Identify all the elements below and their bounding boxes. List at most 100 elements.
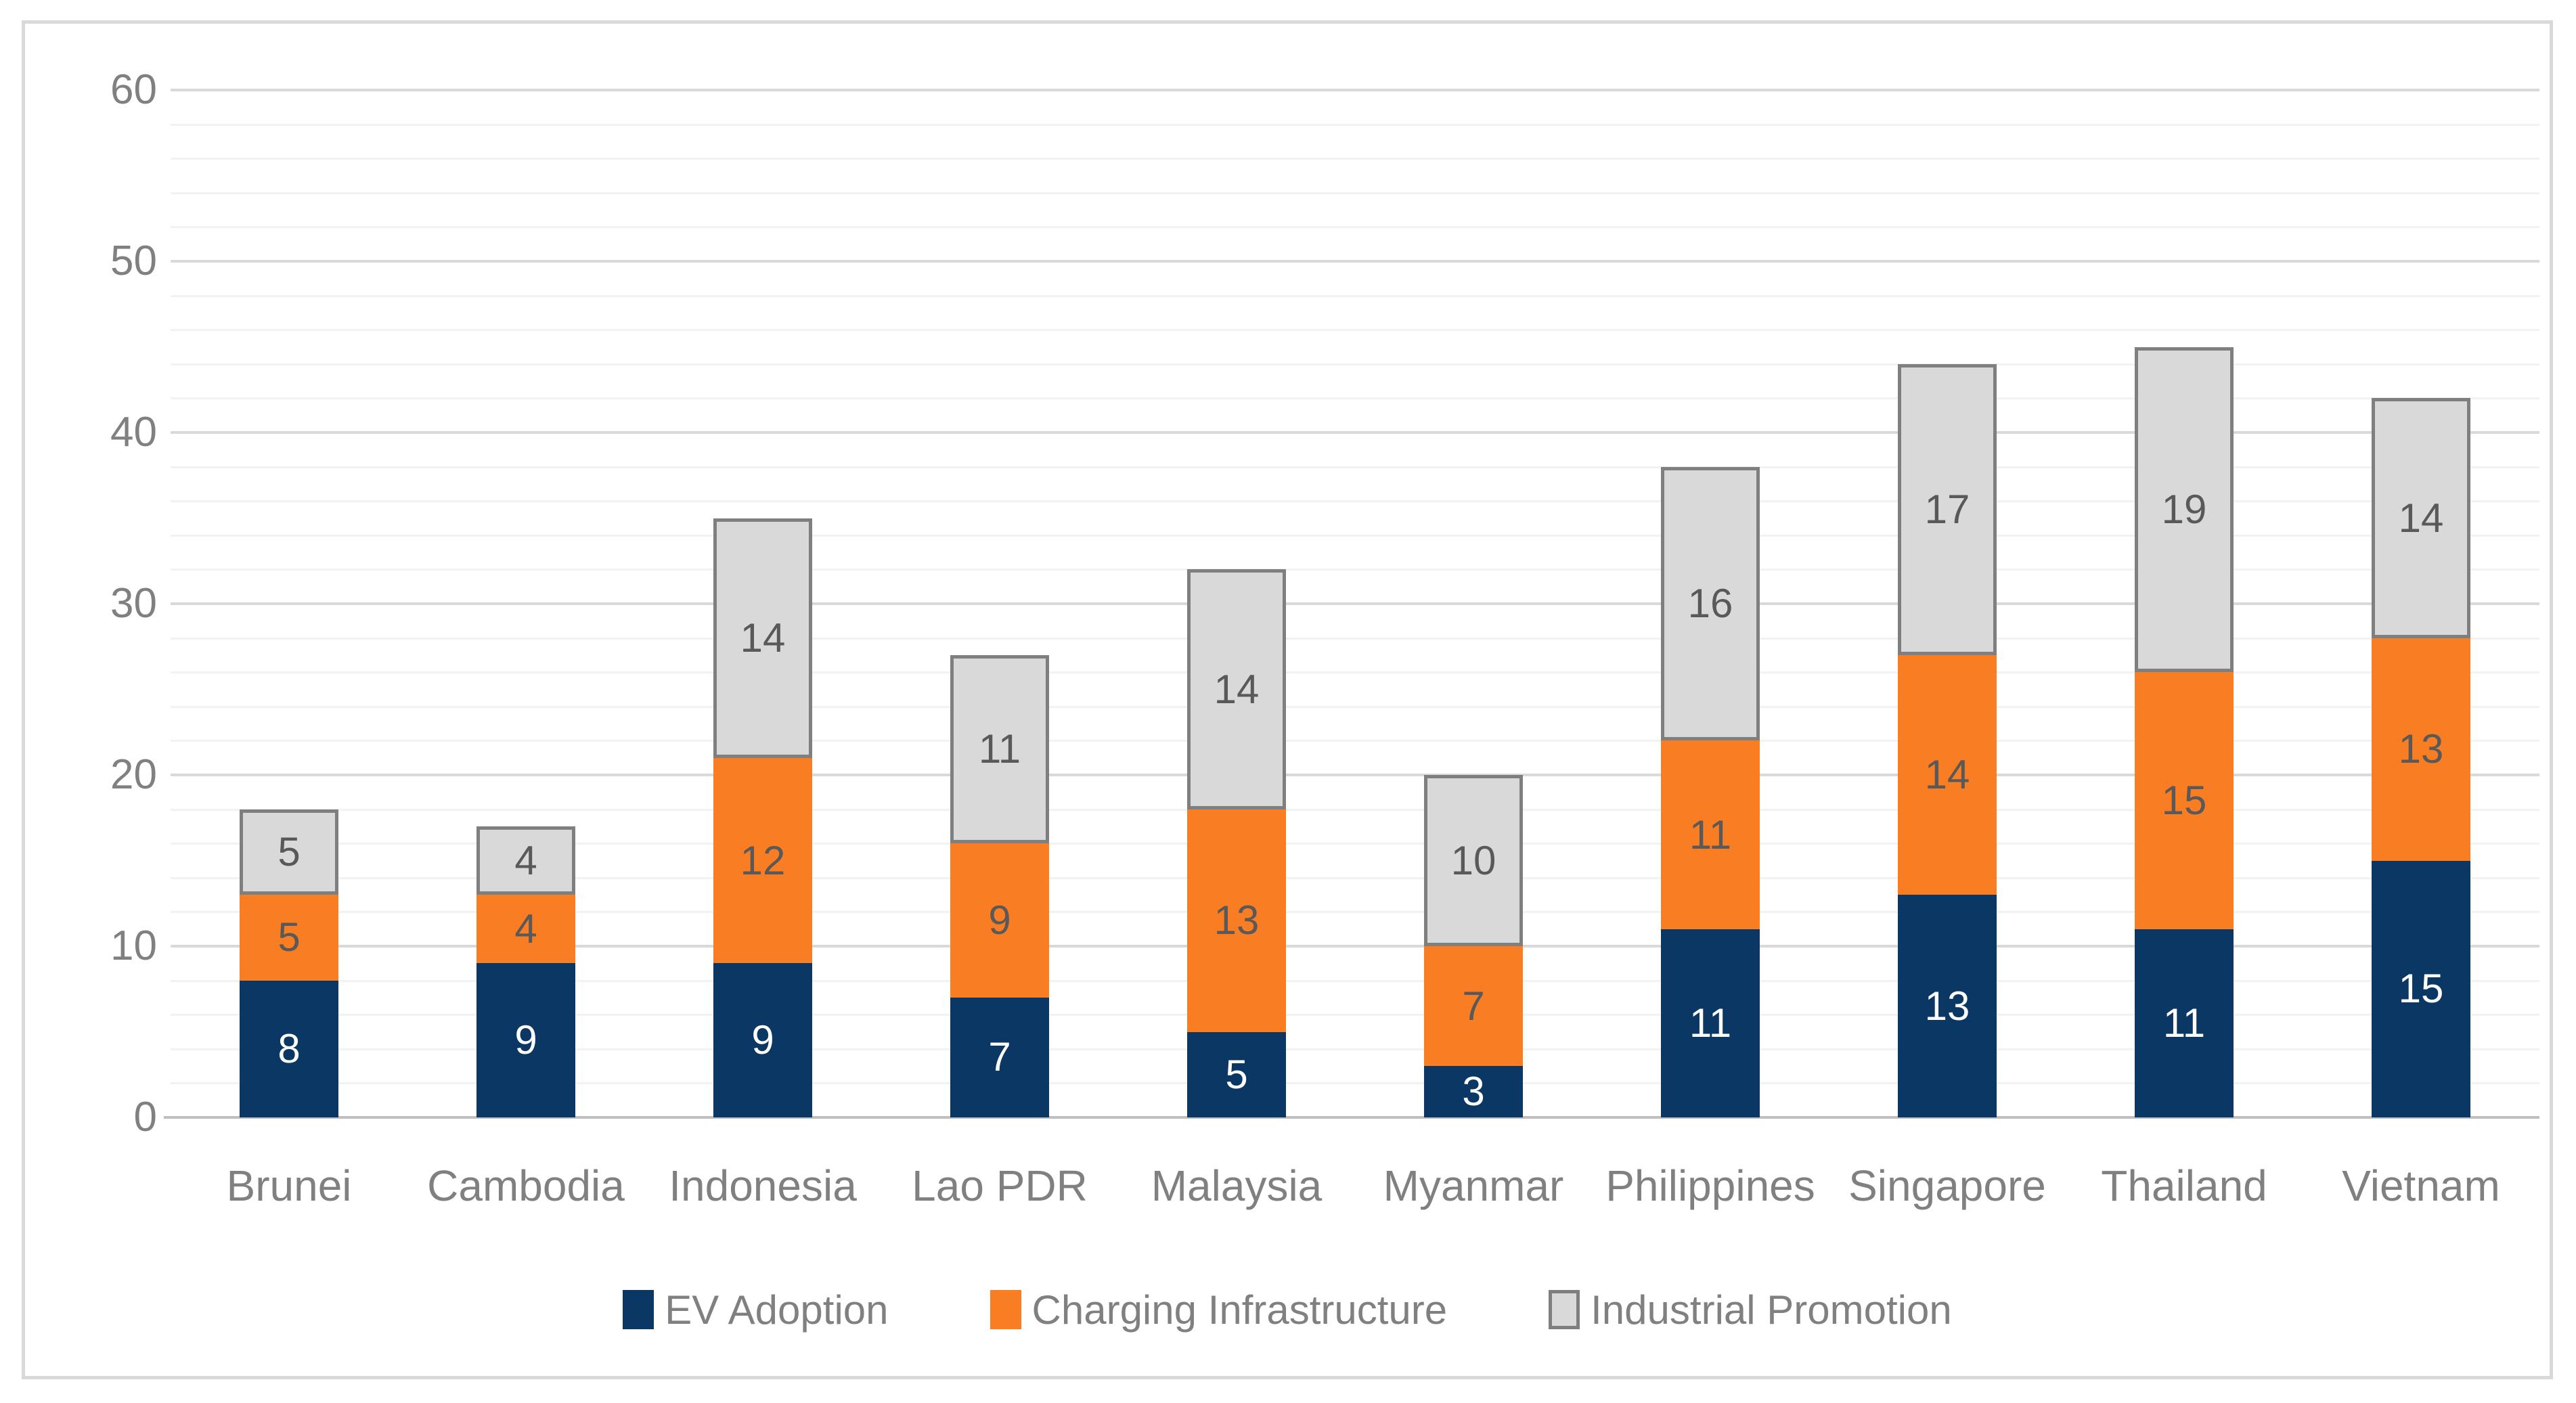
bar-segment-charging-infrastructure: 4 bbox=[476, 895, 575, 964]
bar-stack: 9 12 14 bbox=[713, 90, 812, 1117]
bar-segment-industrial-promotion: 17 bbox=[1898, 363, 1997, 655]
bar-group-indonesia: 9 12 14 bbox=[644, 90, 881, 1117]
data-label: 15 bbox=[2161, 777, 2207, 823]
gridline-minor bbox=[171, 637, 2539, 640]
gridline-minor bbox=[171, 671, 2539, 674]
gridline-minor bbox=[171, 534, 2539, 537]
data-label: 14 bbox=[740, 615, 786, 661]
x-axis-category-labels: Brunei Cambodia Indonesia Lao PDR Malaysia My… bbox=[171, 1155, 2539, 1216]
data-label: 13 bbox=[1214, 897, 1260, 943]
legend-item-charging-infrastructure: Charging Infrastructure bbox=[990, 1287, 1448, 1333]
bar-stack: 7 9 11 bbox=[950, 90, 1049, 1117]
gridline-minor bbox=[171, 466, 2539, 468]
bar-segment-charging-infrastructure: 9 bbox=[950, 843, 1049, 998]
gridline-minor bbox=[171, 1048, 2539, 1050]
data-label: 11 bbox=[2162, 1000, 2206, 1046]
data-label: 7 bbox=[1462, 983, 1485, 1029]
legend-swatch-industrial-promotion bbox=[1549, 1290, 1580, 1329]
gridline-minor bbox=[171, 705, 2539, 708]
gridline-major bbox=[171, 602, 2539, 605]
gridline-minor bbox=[171, 158, 2539, 160]
data-label: 15 bbox=[2398, 966, 2444, 1012]
legend-label: Charging Infrastructure bbox=[1031, 1287, 1448, 1333]
gridline-minor bbox=[171, 192, 2539, 194]
legend-swatch-charging-infrastructure bbox=[990, 1290, 1021, 1329]
data-label: 11 bbox=[978, 726, 1021, 772]
bar-segment-ev-adoption: 9 bbox=[476, 963, 575, 1117]
data-label: 14 bbox=[2398, 495, 2444, 541]
bar-segment-ev-adoption: 7 bbox=[950, 997, 1049, 1117]
bar-segment-ev-adoption: 11 bbox=[1661, 929, 1760, 1117]
bar-segment-industrial-promotion: 19 bbox=[2135, 347, 2234, 673]
gridline-major bbox=[171, 945, 2539, 948]
gridline-minor bbox=[171, 1082, 2539, 1085]
gridline-minor bbox=[171, 569, 2539, 571]
data-label: 19 bbox=[2161, 486, 2207, 532]
bar-segment-charging-infrastructure: 14 bbox=[1898, 654, 1997, 895]
gridline-minor bbox=[171, 329, 2539, 332]
bar-segment-ev-adoption: 11 bbox=[2135, 929, 2234, 1117]
bar-stack: 8 5 5 bbox=[240, 90, 338, 1117]
bar-group-singapore: 13 14 17 bbox=[1829, 90, 2066, 1117]
bar-segment-ev-adoption: 9 bbox=[713, 963, 812, 1117]
bar-segment-ev-adoption: 13 bbox=[1898, 895, 1997, 1117]
gridline-major bbox=[171, 774, 2539, 776]
y-axis-tick-label: 50 bbox=[110, 238, 157, 284]
gridline-minor bbox=[171, 363, 2539, 365]
gridline-major bbox=[171, 89, 2539, 91]
data-label: 9 bbox=[751, 1017, 774, 1063]
x-axis-category-label: Malaysia bbox=[1151, 1161, 1323, 1210]
gridline-major bbox=[171, 431, 2539, 434]
bar-stack: 11 11 16 bbox=[1661, 90, 1760, 1117]
bar-segment-industrial-promotion: 10 bbox=[1424, 775, 1523, 946]
bar-stack: 5 13 14 bbox=[1187, 90, 1286, 1117]
y-axis-tick-label: 10 bbox=[110, 922, 157, 969]
data-label: 5 bbox=[277, 828, 301, 874]
data-label: 13 bbox=[1924, 983, 1970, 1029]
bar-segment-charging-infrastructure: 7 bbox=[1424, 946, 1523, 1067]
gridline-major bbox=[171, 260, 2539, 263]
bar-segment-charging-infrastructure: 13 bbox=[2372, 638, 2470, 861]
bar-group-brunei: 8 5 5 bbox=[171, 90, 407, 1117]
x-axis-line bbox=[164, 1116, 2539, 1119]
data-label: 16 bbox=[1687, 581, 1733, 626]
bar-group-lao-pdr: 7 9 11 bbox=[881, 90, 1118, 1117]
x-axis-category-label: Philippines bbox=[1605, 1161, 1815, 1210]
x-axis-category-label: Myanmar bbox=[1383, 1161, 1564, 1210]
plot-area: 8 5 5 9 4 4 9 12 14 7 9 11 5 13 14 3 7 10 11 11 16 13 14 17 11 15… bbox=[164, 89, 2539, 1119]
data-label: 3 bbox=[1462, 1069, 1485, 1115]
bar-segment-charging-infrastructure: 5 bbox=[240, 895, 338, 981]
bar-segment-industrial-promotion: 14 bbox=[713, 518, 812, 758]
data-label: 11 bbox=[1689, 811, 1732, 858]
bar-segment-ev-adoption: 8 bbox=[240, 980, 338, 1117]
gridline-minor bbox=[171, 123, 2539, 126]
bar-segment-charging-infrastructure: 15 bbox=[2135, 672, 2234, 929]
data-label: 7 bbox=[988, 1034, 1011, 1080]
legend-item-ev-adoption: EV Adoption bbox=[623, 1287, 889, 1333]
gridline-minor bbox=[171, 294, 2539, 297]
bar-segment-charging-infrastructure: 12 bbox=[713, 757, 812, 964]
gridline-minor bbox=[171, 740, 2539, 742]
data-label: 9 bbox=[514, 1017, 537, 1063]
bar-stack: 11 15 19 bbox=[2135, 90, 2234, 1117]
bar-group-cambodia: 9 4 4 bbox=[407, 90, 644, 1117]
y-axis-tick-label: 60 bbox=[110, 66, 157, 113]
legend-label: Industrial Promotion bbox=[1591, 1287, 1952, 1333]
bar-group-vietnam: 15 13 14 bbox=[2303, 90, 2539, 1117]
bar-segment-industrial-promotion: 5 bbox=[240, 809, 338, 895]
data-label: 4 bbox=[514, 837, 537, 883]
data-label: 4 bbox=[514, 906, 537, 952]
bar-segment-charging-infrastructure: 11 bbox=[1661, 740, 1760, 929]
x-axis-category-label: Indonesia bbox=[669, 1161, 857, 1210]
data-label: 17 bbox=[1924, 486, 1970, 532]
data-label: 14 bbox=[1214, 666, 1260, 712]
y-axis-tick-label: 30 bbox=[110, 580, 157, 627]
bar-group-malaysia: 5 13 14 bbox=[1118, 90, 1355, 1117]
x-axis-category-label: Cambodia bbox=[427, 1161, 625, 1210]
bar-stack: 3 7 10 bbox=[1424, 90, 1523, 1117]
bar-stack: 9 4 4 bbox=[476, 90, 575, 1117]
x-axis-category-label: Vietnam bbox=[2342, 1161, 2500, 1210]
gridline-minor bbox=[171, 911, 2539, 914]
y-axis: 0 10 20 30 40 50 60 bbox=[25, 66, 157, 1140]
gridline-minor bbox=[171, 500, 2539, 503]
